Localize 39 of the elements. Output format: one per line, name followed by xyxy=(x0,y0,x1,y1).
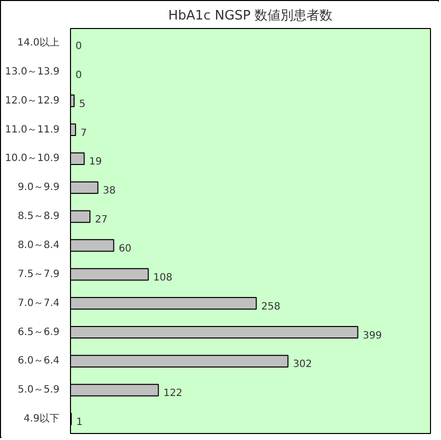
data-label: 108 xyxy=(153,272,172,284)
y-tick-label: 13.0～13.9 xyxy=(4,66,60,78)
y-tick-label: 11.0～11.9 xyxy=(4,124,60,136)
bar xyxy=(70,384,159,396)
bar xyxy=(70,297,257,310)
bar xyxy=(70,152,85,165)
data-label: 302 xyxy=(292,359,312,370)
bar xyxy=(70,354,288,368)
y-tick-label: 8.0～8.4 xyxy=(18,240,60,251)
bar xyxy=(70,239,114,252)
data-label: 0 xyxy=(76,70,82,81)
y-tick-label: 8.5～8.9 xyxy=(18,211,60,222)
y-tick-label: 6.5～6.9 xyxy=(18,326,60,338)
data-label: 122 xyxy=(163,388,182,400)
data-label: 19 xyxy=(89,156,102,168)
chart-title: HbA1c NGSP 数値別患者数 xyxy=(168,8,333,24)
data-label: 5 xyxy=(79,98,86,110)
data-label: 60 xyxy=(118,243,132,254)
y-tick-label: 5.0～5.9 xyxy=(18,384,60,396)
y-tick-label: 10.0～10.9 xyxy=(4,153,60,164)
y-tick-label: 12.0～12.9 xyxy=(4,95,60,106)
data-label: 399 xyxy=(362,330,382,342)
y-tick-label: 14.0以上 xyxy=(17,36,60,48)
bar xyxy=(70,123,76,136)
y-tick-label: 7.0～7.4 xyxy=(18,298,60,309)
y-tick-label: 7.5～7.9 xyxy=(18,268,60,280)
data-label: 258 xyxy=(261,301,280,312)
y-tick-label: 6.0～6.4 xyxy=(18,356,60,367)
data-label: 27 xyxy=(94,214,108,226)
bar xyxy=(70,181,98,194)
y-tick-label: 9.0～9.9 xyxy=(18,182,60,194)
data-label: 1 xyxy=(76,417,83,428)
data-label: 7 xyxy=(80,128,87,139)
data-label: 38 xyxy=(102,186,116,197)
data-label: 0 xyxy=(76,40,82,52)
bar xyxy=(70,268,149,281)
bar xyxy=(70,210,90,223)
bar xyxy=(70,326,358,339)
y-tick-label: 4.9以下 xyxy=(24,412,60,425)
